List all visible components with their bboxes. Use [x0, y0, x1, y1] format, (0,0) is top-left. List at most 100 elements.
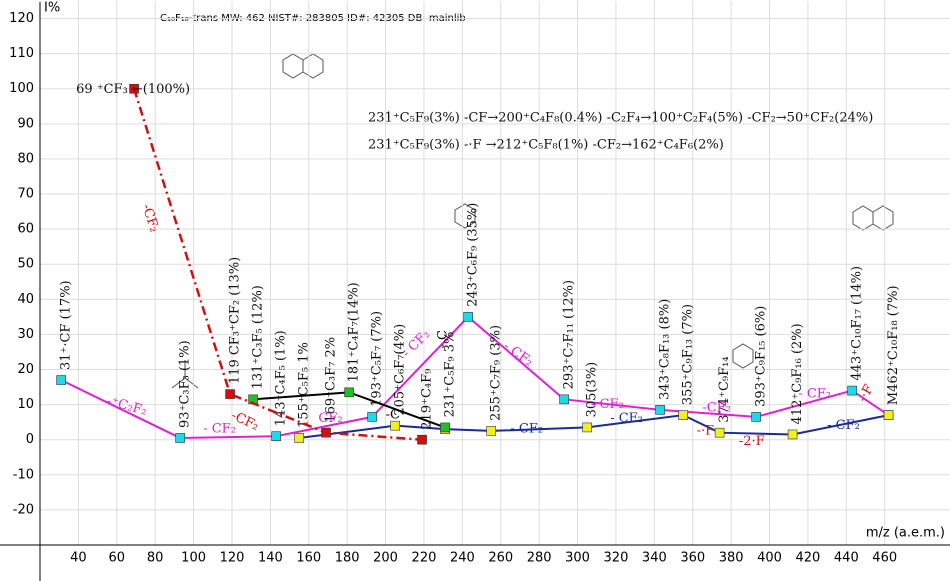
- point: [751, 412, 761, 422]
- point: [847, 385, 857, 396]
- point-label: 219⁺C₄F₉: [420, 369, 435, 430]
- annotation: - CF₂: [203, 422, 236, 437]
- point-label: 205⁺C₆F₇(4%): [393, 324, 408, 416]
- x-tick-label: 40: [70, 551, 87, 566]
- annotation: - CF₂: [510, 422, 543, 437]
- y-tick-label: 20: [17, 362, 34, 377]
- annotation: CF₂: [318, 411, 342, 426]
- point-label: 193⁺C₅F₇ (7%): [370, 311, 385, 407]
- x-tick-label: 440: [834, 551, 859, 566]
- point: [344, 387, 354, 398]
- point-label: 181⁺C₄F₇(14%): [347, 282, 362, 382]
- x-tick-label: 120: [220, 551, 245, 566]
- point: [56, 375, 66, 385]
- point-label: 155⁺C₅F₅ 1%: [297, 342, 312, 428]
- annotation: - CF₂: [827, 418, 860, 433]
- point-label: 412⁺C₉F₁₆ (2%): [790, 323, 805, 424]
- y-tick-label: 110: [9, 46, 34, 61]
- point-label: 169⁺C₃F₇ 2%: [324, 337, 339, 423]
- point-label: 143⁺C₄F₅ (1%): [274, 330, 289, 426]
- y-tick-label: 60: [17, 222, 34, 237]
- point-label: 343⁺C₈F₁₃ (8%): [658, 299, 673, 400]
- point: [129, 83, 139, 94]
- y-tick-label: -20: [13, 502, 34, 517]
- x-tick-label: 300: [565, 551, 590, 566]
- point-label: 131⁺C₃F₅ (12%): [251, 285, 266, 389]
- point-label: 355⁺C₉F₁₃ (7%): [681, 304, 696, 405]
- point: [390, 420, 400, 431]
- reaction: 231⁺C₅F₉(3%) -·F →212⁺C₅F₈(1%) -CF₂→162⁺…: [368, 138, 724, 153]
- x-tick-label: 420: [796, 551, 821, 566]
- x-tick-label: 260: [488, 551, 513, 566]
- point-label: 374⁺C₉F₁₄: [717, 356, 732, 422]
- point-label: 255⁺C₇F₉ (3%): [489, 325, 504, 421]
- point-label: 393⁺C₉F₁₅ (6%): [754, 306, 769, 407]
- annotation: -CF₂: [702, 401, 731, 416]
- annotation: -C: [386, 408, 400, 423]
- point-label: 93⁺C₃F₃ (1%): [178, 340, 193, 428]
- x-tick-label: 180: [335, 551, 360, 566]
- x-tick-label: 240: [450, 551, 475, 566]
- x-tick-label: 220: [412, 551, 437, 566]
- point: [714, 427, 725, 438]
- x-tick-label: 320: [604, 551, 629, 566]
- y-axis-label: I%: [44, 1, 60, 16]
- point: [883, 410, 894, 420]
- y-tick-label: 120: [9, 11, 34, 26]
- series-line: [60, 315, 890, 439]
- point: [486, 426, 496, 436]
- point: [321, 427, 331, 438]
- annotation: -⁺C₂F₂: [105, 394, 148, 419]
- x-tick-label: 380: [719, 551, 744, 566]
- point-label: 119 CF₃⁺CF₂ (13%): [228, 257, 243, 384]
- point-label: 443⁺C₁₀F₁₇ (14%): [850, 266, 865, 381]
- point-label: 69 ⁺CF₃ ←(100%): [76, 82, 190, 97]
- y-tick-label: 80: [17, 151, 34, 166]
- y-tick-label: 10: [17, 397, 34, 412]
- point: [678, 410, 688, 420]
- annotation: -2·F: [739, 434, 765, 449]
- y-tick-label: 100: [9, 81, 34, 96]
- annotation: - CF₂: [500, 339, 535, 370]
- point: [225, 389, 235, 399]
- point-label: 31⁺·CF (17%): [59, 280, 74, 370]
- point: [787, 429, 798, 440]
- point: [271, 431, 281, 442]
- reaction: 231⁺C₅F₉(3%) -CF→200⁺C₄F₈(0.4%) -C₂F₄→10…: [368, 111, 873, 126]
- annotation: - CF₂: [798, 387, 831, 402]
- x-tick-label: 140: [258, 551, 283, 566]
- molecule-icon: [171, 53, 894, 389]
- y-tick-label: -10: [13, 467, 34, 482]
- point: [463, 312, 473, 322]
- annotation: -·F: [855, 382, 877, 405]
- y-tick-label: 50: [17, 257, 34, 272]
- x-axis-label: m/z (a.e.m.): [866, 526, 945, 541]
- point: [367, 412, 377, 422]
- point-label: M462⁺C₁₀F₁₈ (7%): [886, 285, 901, 405]
- series-line: [132, 88, 423, 441]
- point: [559, 394, 569, 405]
- x-tick-label: 60: [109, 551, 126, 566]
- y-tick-label: 30: [17, 327, 34, 342]
- x-tick-label: 100: [181, 551, 206, 566]
- y-tick-label: 0: [26, 432, 34, 447]
- point-label: 231⁺C₅F₉ 3%: [443, 332, 458, 418]
- x-tick-label: 280: [527, 551, 552, 566]
- x-tick-label: 340: [642, 551, 667, 566]
- annotation: -·F: [697, 423, 715, 438]
- point: [417, 434, 427, 445]
- point: [175, 433, 185, 443]
- point: [655, 405, 665, 415]
- x-tick-label: 80: [147, 551, 164, 566]
- point-label: 293⁺C₇F₁₁ (12%): [562, 280, 577, 389]
- y-tick-label: 40: [17, 292, 34, 307]
- point: [440, 422, 450, 433]
- x-tick-label: 200: [373, 551, 398, 566]
- x-tick-label: 160: [296, 551, 321, 566]
- point-label: 305(3%): [585, 362, 600, 418]
- annotation: - CF₂: [610, 411, 643, 426]
- y-tick-label: 70: [17, 187, 34, 202]
- x-tick-label: 360: [680, 551, 705, 566]
- point: [582, 422, 592, 433]
